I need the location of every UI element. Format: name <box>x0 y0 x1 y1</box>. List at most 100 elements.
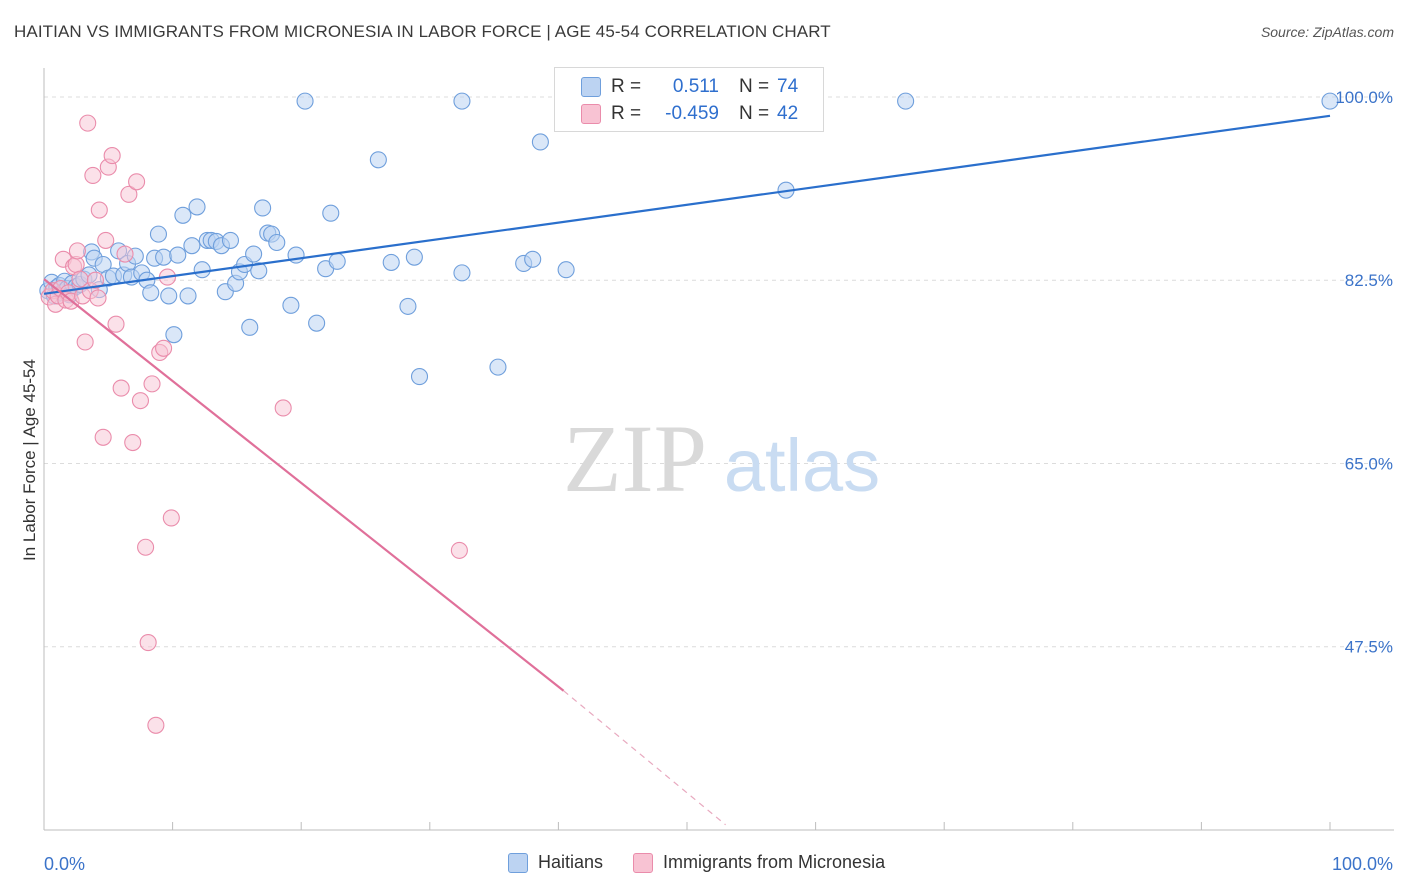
haitians-point <box>308 314 326 332</box>
legend-label-haitians: Haitians <box>538 852 604 872</box>
legend-n-value-haitians: 74 <box>777 76 799 97</box>
haitians-point <box>453 264 471 282</box>
y-tick-label: 47.5% <box>1345 638 1393 657</box>
micronesia-point <box>128 173 146 191</box>
micronesia-point <box>147 716 165 734</box>
y-axis-label: In Labor Force | Age 45-54 <box>20 359 39 561</box>
correlation-legend: R = 0.511 N = 74 R = -0.459 N = 42 <box>554 67 824 132</box>
haitians-point <box>174 206 192 224</box>
series-legend: Haitians Immigrants from Micronesia <box>508 852 915 873</box>
y-tick-label: 100.0% <box>1335 88 1393 107</box>
haitians-points <box>39 92 1339 386</box>
micronesia-point <box>162 509 180 527</box>
watermark-zip: ZIP <box>563 405 707 512</box>
haitians-point <box>489 358 507 376</box>
haitians-point <box>268 233 286 252</box>
haitians-point <box>183 237 201 255</box>
legend-swatch-micronesia <box>581 104 601 124</box>
axes <box>43 68 1394 831</box>
micronesia-point <box>143 375 161 393</box>
haitians-point <box>399 297 417 315</box>
micronesia-point <box>79 114 97 132</box>
legend-swatch-haitians <box>581 77 601 97</box>
legend-r-label: R = <box>611 103 642 124</box>
micronesia-point <box>76 333 94 351</box>
haitians-point <box>1321 92 1339 110</box>
legend-row-micronesia: R = -0.459 N = 42 <box>555 101 798 127</box>
haitians-point <box>382 253 400 271</box>
legend-swatch-haitians <box>508 852 528 873</box>
haitians-point <box>369 151 387 169</box>
micronesia-point <box>116 245 134 263</box>
x-tick-label: 0.0% <box>44 854 85 874</box>
chart-title: HAITIAN VS IMMIGRANTS FROM MICRONESIA IN… <box>14 22 831 41</box>
haitians-point <box>296 92 314 110</box>
micronesia-point <box>86 271 104 289</box>
y-tick-label: 65.0% <box>1345 454 1393 473</box>
micronesia-point <box>131 392 149 410</box>
micronesia-point <box>90 201 108 219</box>
haitians-point <box>897 92 915 110</box>
micronesia-point <box>107 315 125 333</box>
micronesia-point <box>274 399 292 417</box>
haitians-point <box>155 248 173 266</box>
micronesia-point <box>94 428 112 446</box>
haitians-point <box>149 225 168 243</box>
legend-r-value-haitians: 0.511 <box>672 76 719 97</box>
grid-lines <box>44 96 1394 648</box>
micronesia-points <box>40 114 468 734</box>
legend-n-label: N = <box>739 103 770 124</box>
haitians-point <box>405 248 423 266</box>
haitians-point <box>142 284 160 302</box>
micronesia-point <box>155 339 173 357</box>
micronesia-point <box>97 231 115 249</box>
legend-label-micronesia: Immigrants from Micronesia <box>663 852 886 872</box>
micronesia-point <box>137 538 155 556</box>
legend-n-label: N = <box>739 76 770 97</box>
micronesia-point <box>89 289 107 307</box>
haitians-point <box>221 231 240 249</box>
haitians-point <box>188 198 206 216</box>
haitians-point <box>250 262 268 280</box>
haitians-point <box>328 252 346 270</box>
haitians-point <box>531 133 549 151</box>
y-tick-label: 82.5% <box>1345 271 1393 290</box>
watermark-atlas: atlas <box>724 424 880 507</box>
legend-n-value-micronesia: 42 <box>777 103 799 124</box>
legend-r-value-micronesia: -0.459 <box>665 103 719 124</box>
haitians-point <box>241 318 259 336</box>
x-tick-labels: 0.0% 100.0% <box>44 854 1393 874</box>
micronesia-trend-line <box>43 278 565 692</box>
haitians-point <box>193 261 211 279</box>
micronesia-point <box>103 147 121 165</box>
haitians-trend-line <box>43 114 1331 295</box>
trend-lines <box>43 114 1331 826</box>
haitians-point <box>453 92 471 110</box>
haitians-point <box>524 250 542 268</box>
watermark: ZIP atlas <box>563 405 880 512</box>
legend-item-haitians[interactable]: Haitians <box>508 852 603 873</box>
haitians-point <box>179 287 197 305</box>
haitians-point <box>169 246 187 264</box>
micronesia-point <box>124 433 142 452</box>
legend-swatch-micronesia <box>633 852 654 873</box>
haitians-point <box>410 368 429 386</box>
legend-item-micronesia[interactable]: Immigrants from Micronesia <box>633 852 885 873</box>
micronesia-point <box>139 633 157 652</box>
haitians-point <box>322 204 340 222</box>
haitians-point <box>160 287 178 305</box>
micronesia-point <box>112 379 130 397</box>
haitians-point <box>245 245 263 263</box>
micronesia-point <box>120 185 138 203</box>
micronesia-point <box>450 541 468 559</box>
micronesia-point <box>84 166 102 185</box>
legend-r-label: R = <box>611 76 642 97</box>
source-label: Source: ZipAtlas.com <box>1260 24 1394 40</box>
y-tick-labels: 47.5% 65.0% 82.5% 100.0% <box>1335 88 1393 657</box>
haitians-point <box>165 326 183 344</box>
haitians-point <box>282 296 300 314</box>
haitians-point <box>254 199 272 217</box>
x-tick-label: 100.0% <box>1332 854 1393 874</box>
haitians-point <box>557 261 575 279</box>
